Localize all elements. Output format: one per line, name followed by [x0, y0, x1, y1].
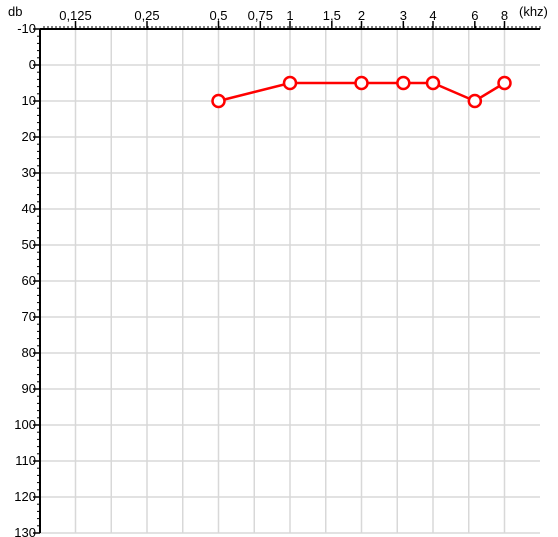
y-tick-label: 70	[22, 309, 36, 324]
data-point	[467, 93, 483, 109]
y-tick-label: 90	[22, 381, 36, 396]
y-tick-label: -10	[17, 21, 36, 36]
y-tick-label: 30	[22, 165, 36, 180]
y-tick-label: 50	[22, 237, 36, 252]
x-tick-label: 2	[358, 8, 365, 23]
x-tick-label: 3	[400, 8, 407, 23]
y-tick-label: 130	[14, 525, 36, 537]
y-tick-label: 120	[14, 489, 36, 504]
y-axis-ticks: -10 0 10 20 30 40 50 60 70 80 90 100 110 120 130	[14, 21, 40, 537]
y-axis-label: db	[8, 4, 22, 19]
y-tick-label: 100	[14, 417, 36, 432]
axes	[37, 26, 541, 534]
x-tick-label: 8	[501, 8, 508, 23]
y-tick-label: 10	[22, 93, 36, 108]
x-tick-label: 6	[471, 8, 478, 23]
data-point	[282, 75, 298, 91]
y-tick-label: 20	[22, 129, 36, 144]
y-tick-label: 60	[22, 273, 36, 288]
data-point	[354, 75, 369, 91]
data-point	[396, 75, 411, 91]
x-tick-label: 1,5	[323, 8, 341, 23]
data-point	[425, 75, 441, 91]
y-tick-label: 80	[22, 345, 36, 360]
x-tick-label: 4	[429, 8, 436, 23]
y-tick-label: 110	[15, 453, 36, 468]
x-axis-ticks: 0,125 0,25 0,5 0,75 1 1,5 2 3 4 6 8	[59, 8, 508, 29]
y-tick-label: 40	[22, 201, 36, 216]
grid	[40, 29, 540, 534]
x-tick-label: 1	[286, 8, 293, 23]
series	[211, 75, 512, 109]
data-point	[497, 75, 512, 91]
x-tick-label: 0,125	[59, 8, 92, 23]
x-axis-label: (khz)	[519, 4, 548, 19]
data-point	[211, 93, 226, 109]
x-tick-label: 0,5	[209, 8, 227, 23]
x-tick-label: 0,75	[248, 8, 273, 23]
y-tick-label: 0	[29, 57, 36, 72]
x-tick-label: 0,25	[134, 8, 159, 23]
